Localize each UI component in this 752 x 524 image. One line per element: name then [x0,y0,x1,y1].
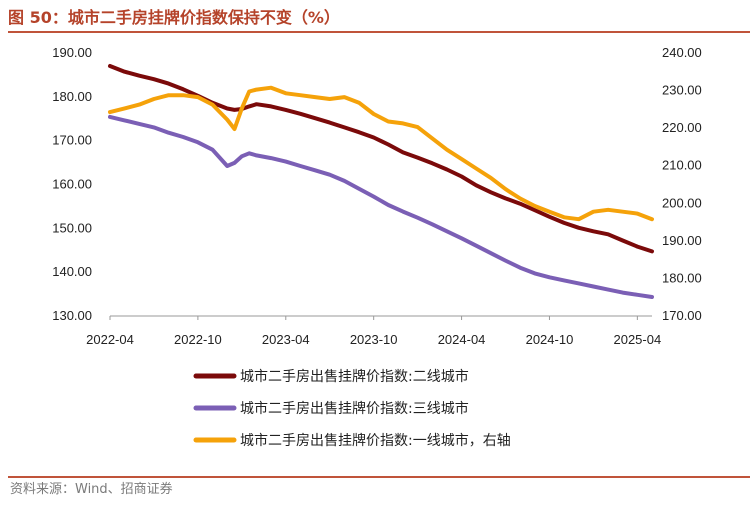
y-right-tick-label: 210.00 [662,158,702,173]
y-left-tick-label: 150.00 [52,220,92,235]
line-chart: 130.00 140.00 150.00 160.00 170.00 180.00 190.… [52,45,702,449]
source-note: 资料来源：Wind、招商证券 [10,482,173,497]
figure-title: 图 50：城市二手房挂牌价指数保持不变（%） [8,8,340,27]
x-tick-label: 2024-04 [438,332,486,347]
legend-label: 城市二手房出售挂牌价指数:一线城市，右轴 [240,432,511,449]
x-tick-label: 2023-10 [350,332,398,347]
x-tick-label: 2023-04 [262,332,310,347]
y-right-tick-label: 240.00 [662,45,702,60]
series-line-2 [108,114,654,299]
series-line-1 [108,64,654,254]
y-left-tick-label: 190.00 [52,45,92,60]
y-left-tick-label: 160.00 [52,177,92,192]
y-right-tick-label: 220.00 [662,120,702,135]
footer-divider [8,476,750,478]
y-left-tick-label: 130.00 [52,308,92,323]
y-left-tick-label: 170.00 [52,133,92,148]
legend: 城市二手房出售挂牌价指数:二线城市城市二手房出售挂牌价指数:三线城市城市二手房出… [193,368,511,449]
y-right-tick-label: 230.00 [662,83,702,98]
x-axis: 2022-04 2022-10 2023-04 2023-10 2024-04 2024-… [86,316,661,347]
figure-title-bar: 图 50：城市二手房挂牌价指数保持不变（%） [8,4,750,32]
y-left-tick-label: 140.00 [52,264,92,279]
x-tick-label: 2025-04 [613,332,661,347]
y-right-tick-label: 180.00 [662,270,702,285]
x-tick-label: 2024-10 [526,332,574,347]
y-right-tick-label: 170.00 [662,308,702,323]
y-right-axis: 170.00 180.00 190.00 200.00 210.00 220.00 230.… [662,45,702,323]
title-divider [8,31,750,33]
series-group [108,64,654,299]
x-tick-label: 2022-10 [174,332,222,347]
y-right-tick-label: 200.00 [662,195,702,210]
legend-label: 城市二手房出售挂牌价指数:三线城市 [240,400,469,417]
y-left-axis: 130.00 140.00 150.00 160.00 170.00 180.00 190.… [52,45,92,323]
y-left-tick-label: 180.00 [52,89,92,104]
series-line-3 [108,85,654,222]
y-right-tick-label: 190.00 [662,233,702,248]
legend-label: 城市二手房出售挂牌价指数:二线城市 [240,368,469,385]
x-tick-label: 2022-04 [86,332,134,347]
